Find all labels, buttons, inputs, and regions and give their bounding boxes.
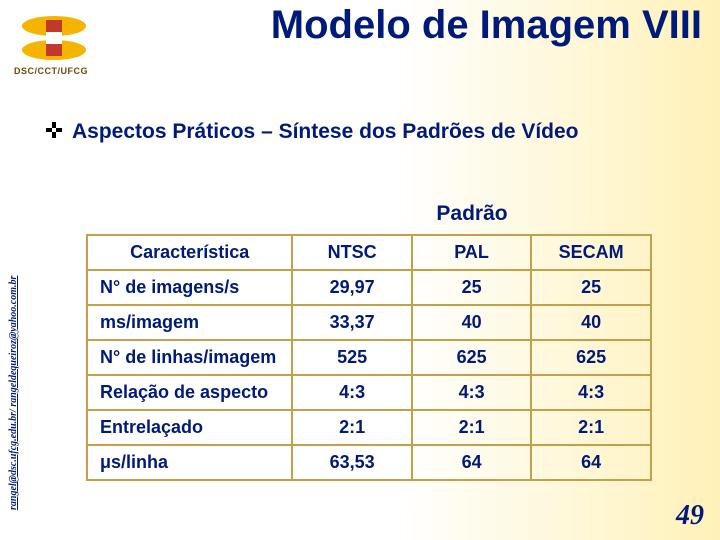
row-label: μs/linha [87,445,292,480]
row-label: Relação de aspecto [87,375,292,410]
bullet-icon [46,122,62,138]
row-label: N° de imagens/s [87,270,292,305]
cell-ntsc: 29,97 [292,270,412,305]
cell-ntsc: 2:1 [292,410,412,445]
cell-ntsc: 4:3 [292,375,412,410]
table-row: Relação de aspecto4:34:34:3 [87,375,651,410]
cell-ntsc: 63,53 [292,445,412,480]
col-characteristic: Característica [87,235,292,270]
side-email: rangel@dsc.ufcg.edu.br/ rangeldequeiroz@… [8,276,19,510]
table-row: ms/imagem33,374040 [87,305,651,340]
cell-pal: 25 [412,270,531,305]
row-label: N° de linhas/imagem [87,340,292,375]
cell-secam: 4:3 [531,375,651,410]
cell-ntsc: 33,37 [292,305,412,340]
table-row: μs/linha63,536464 [87,445,651,480]
table-row: Entrelaçado2:12:12:1 [87,410,651,445]
table-row: N° de imagens/s29,972525 [87,270,651,305]
cell-ntsc: 525 [292,340,412,375]
cell-secam: 40 [531,305,651,340]
table-group-header: Padrão [292,196,652,234]
cell-secam: 2:1 [531,410,651,445]
subtitle-row: Aspectos Práticos – Síntese dos Padrões … [46,118,694,145]
cell-pal: 40 [412,305,531,340]
logo-label: DSC/CCT/UFCG [14,66,88,76]
cell-pal: 4:3 [412,375,531,410]
cell-secam: 25 [531,270,651,305]
row-label: ms/imagem [87,305,292,340]
col-ntsc: NTSC [292,235,412,270]
col-secam: SECAM [531,235,651,270]
slide-number: 49 [676,500,704,532]
cell-pal: 64 [412,445,531,480]
standards-table-wrap: Padrão Característica NTSC PAL SECAM N° … [86,196,652,481]
org-logo [14,12,94,64]
cell-pal: 2:1 [412,410,531,445]
col-pal: PAL [412,235,531,270]
cell-secam: 625 [531,340,651,375]
cell-pal: 625 [412,340,531,375]
slide-subtitle: Aspectos Práticos – Síntese dos Padrões … [72,118,694,145]
slide-title: Modelo de Imagem VIII [142,4,702,46]
table-header-row: Característica NTSC PAL SECAM [87,235,651,270]
cell-secam: 64 [531,445,651,480]
table-row: N° de linhas/imagem525625625 [87,340,651,375]
row-label: Entrelaçado [87,410,292,445]
standards-table: Característica NTSC PAL SECAM N° de imag… [86,234,652,481]
